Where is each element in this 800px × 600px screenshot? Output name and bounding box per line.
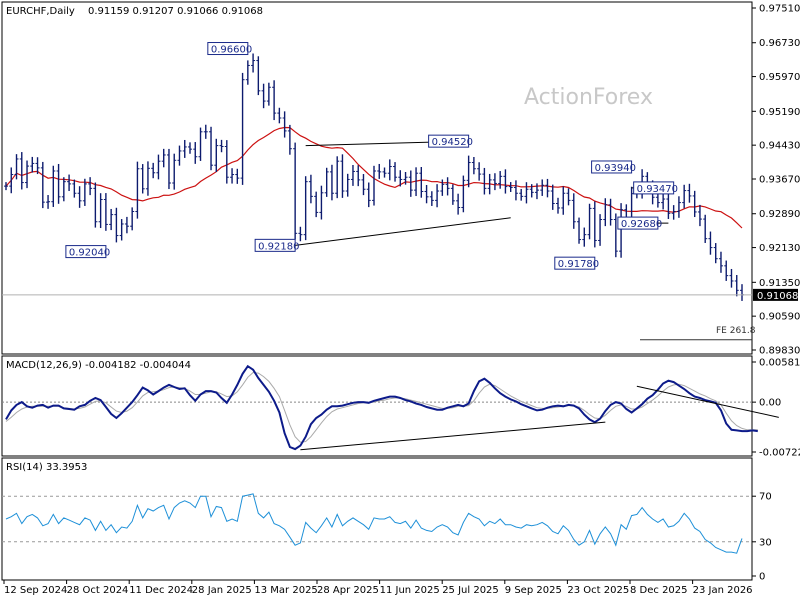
price-annotation-box (633, 181, 675, 195)
price-annotation-box (617, 216, 659, 230)
price-annotation-box (65, 245, 107, 259)
x-tick-label: 8 Dec 2025 (630, 585, 688, 596)
macd-line (5, 364, 758, 451)
fe-label: FE 261.8 (716, 326, 756, 336)
price-annotation-label: 0.91780 (558, 259, 599, 270)
rsi-y-tick-label: 30 (759, 537, 772, 548)
price-annotation-label: 0.94520 (432, 137, 473, 148)
x-tick-label: 25 Jul 2025 (442, 585, 499, 596)
price-y-tick-label: 0.90590 (759, 312, 800, 323)
price-y-tick-label: 0.89830 (759, 346, 800, 357)
x-tick-label: 23 Jan 2026 (693, 585, 753, 596)
price-annotation-box (591, 160, 633, 174)
macd-signal-line (5, 371, 758, 443)
price-annotation-label: 0.92180 (258, 241, 299, 252)
rsi-y-tick-label: 0 (759, 572, 765, 583)
price-y-tick-label: 0.95190 (759, 107, 800, 118)
x-tick-label: 11 Jun 2025 (380, 585, 440, 596)
last-price-label: 0.91068 (757, 291, 798, 302)
x-tick-label: 23 Oct 2025 (567, 585, 629, 596)
rsi-y-tick-label: 70 (759, 492, 772, 503)
price-annotation-box (428, 134, 470, 148)
x-tick-label: 9 Sep 2025 (505, 585, 562, 596)
x-tick-label: 13 Mar 2025 (254, 585, 317, 596)
price-annotation-box (254, 238, 296, 252)
price-y-tick-label: 0.95970 (759, 72, 800, 83)
watermark: ActionForex (524, 85, 653, 110)
price-annotation-box (207, 42, 249, 56)
price-y-tick-label: 0.94430 (759, 141, 800, 152)
macd-trendline (636, 385, 779, 418)
lower-trendline (295, 217, 511, 246)
symbol-header: EURCHF,Daily (6, 6, 75, 17)
last-price-badge (753, 288, 798, 301)
x-tick-label: 28 Jan 2025 (192, 585, 252, 596)
price-y-tick-label: 0.97510 (759, 4, 800, 15)
price-annotation-box (554, 256, 596, 270)
macd-panel: MACD(12,26,9) -0.004182 -0.004044 (1, 355, 779, 457)
price-y-tick-label: 0.92130 (759, 243, 800, 254)
x-tick-label: 11 Dec 2024 (129, 585, 193, 596)
price-y-tick-label: 0.93670 (759, 175, 800, 186)
rsi-line (5, 493, 743, 554)
macd-y-tick-label: -0.007222 (759, 448, 800, 459)
price-annotation-label: 0.96600 (211, 45, 252, 56)
x-tick-label: 12 Sep 2024 (4, 585, 67, 596)
price-y-tick-label: 0.91350 (759, 278, 800, 289)
price-annotation-label: 0.92040 (69, 248, 110, 259)
x-tick-label: 28 Apr 2025 (317, 585, 379, 596)
macd-trendline (300, 421, 606, 451)
price-y-tick-label: 0.92890 (759, 209, 800, 220)
macd-y-tick-label: 0.005814 (759, 358, 800, 369)
price-annotation-label: 0.92680 (621, 219, 662, 230)
price-annotation-label: 0.93470 (637, 184, 678, 195)
rsi-title: RSI(14) 33.3953 (6, 462, 87, 473)
rsi-panel: RSI(14) 33.3953 (1, 457, 753, 581)
price-annotation-label: 0.93940 (595, 163, 636, 174)
macd-y-tick-label: 0.00 (759, 398, 781, 409)
x-tick-label: 28 Oct 2024 (67, 585, 129, 596)
price-y-tick-label: 0.96730 (759, 38, 800, 49)
price-panel: ActionForex 0.96600 0.92040 0.92180 0.94520… (1, 1, 756, 355)
ohlc-header: 0.91159 0.91207 0.91066 0.91068 (88, 6, 263, 17)
macd-title: MACD(12,26,9) -0.004182 -0.004044 (6, 360, 191, 371)
